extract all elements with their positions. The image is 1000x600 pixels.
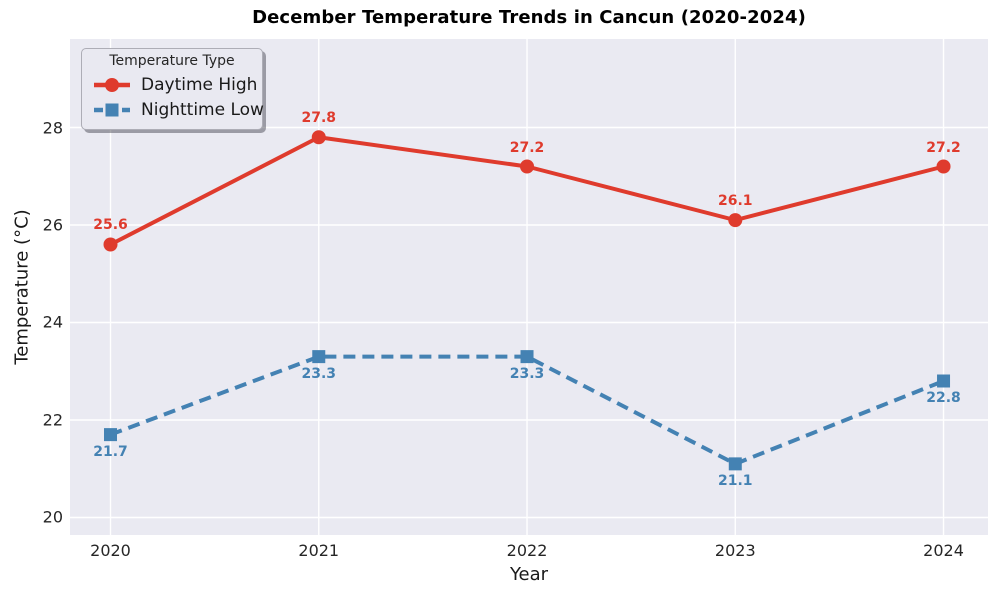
legend: Temperature Type Daytime High Nighttime … (81, 48, 264, 130)
point-label: 27.2 (926, 139, 961, 156)
point-label: 27.8 (301, 110, 337, 127)
legend-title: Temperature Type (109, 53, 235, 69)
data-point-marker (312, 350, 326, 364)
data-point-marker (520, 350, 534, 364)
x-tick-label: 2024 (923, 541, 964, 560)
legend-entry-nighttime-low: Nighttime Low (82, 97, 264, 122)
point-label: 25.6 (93, 217, 128, 234)
x-axis-label: Year (509, 564, 549, 585)
point-label: 23.3 (301, 365, 337, 382)
y-tick-label: 28 (42, 118, 63, 137)
legend-label-daytime-high: Daytime High (141, 74, 258, 95)
point-label: 21.7 (93, 443, 128, 460)
y-tick-label: 26 (42, 215, 63, 235)
data-point-marker (937, 374, 951, 388)
x-tick-label: 2023 (714, 541, 756, 560)
data-point-marker (311, 130, 326, 145)
x-tick-label: 2021 (298, 541, 340, 560)
data-point-marker (104, 428, 118, 442)
y-tick-label: 20 (42, 507, 63, 527)
y-tick-label: 24 (42, 312, 63, 332)
legend-entry-daytime-high: Daytime High (82, 72, 262, 97)
point-label: 27.2 (509, 139, 545, 156)
data-point-marker (936, 159, 951, 174)
point-label: 26.1 (717, 193, 753, 210)
x-tick-label: 2020 (90, 541, 131, 560)
data-point-marker (520, 159, 535, 174)
data-point-marker (103, 237, 118, 252)
y-tick-label: 22 (42, 410, 63, 430)
legend-label-nighttime-low: Nighttime Low (141, 99, 264, 120)
point-label: 23.3 (509, 365, 545, 382)
data-point-marker (728, 213, 743, 228)
daytime-high-line-sample-icon (94, 77, 130, 92)
x-tick-label: 2022 (506, 541, 548, 560)
chart-title: December Temperature Trends in Cancun (2… (252, 7, 806, 28)
point-label: 22.8 (926, 389, 961, 406)
point-label: 21.1 (717, 472, 753, 489)
nighttime-low-line-sample-icon (94, 103, 130, 116)
data-point-marker (728, 457, 742, 471)
